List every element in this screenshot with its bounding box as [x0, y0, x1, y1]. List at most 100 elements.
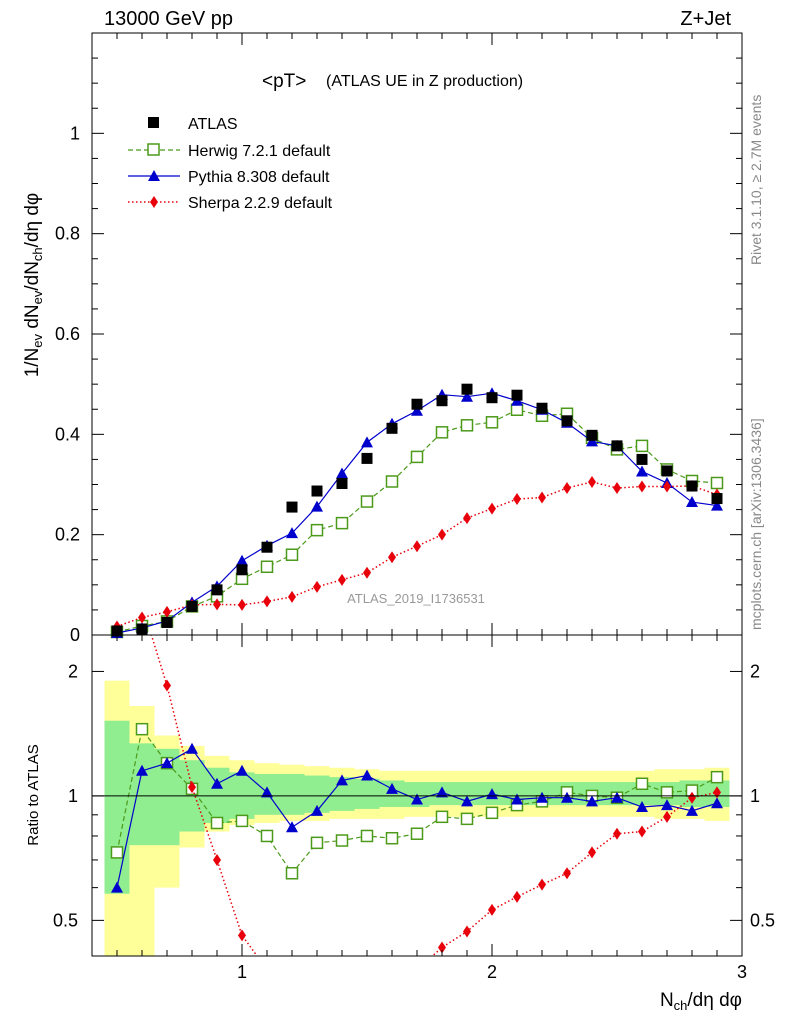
ratio-tick-label: 2	[68, 661, 78, 681]
ratio-point-sherpa	[688, 791, 696, 804]
ratio-tick-label: 1	[68, 786, 78, 806]
point-herwig	[385, 475, 399, 488]
ratio-point-pythia	[461, 795, 473, 807]
point-sherpa	[538, 491, 546, 504]
legend: ATLAS Herwig 7.2.1 default Pythia 8.308 …	[128, 116, 333, 212]
ratio-point-pythia	[361, 769, 373, 781]
ratio-point-herwig	[135, 722, 149, 736]
legend-marker-herwig	[147, 143, 160, 156]
point-sherpa	[563, 482, 571, 495]
ratio-tick-label-right: 0.5	[750, 910, 775, 930]
ratio-band-stat	[279, 773, 305, 815]
point-herwig	[285, 548, 299, 561]
point-herwig	[435, 426, 449, 439]
ratio-point-herwig	[260, 829, 274, 843]
point-atlas	[486, 392, 498, 404]
legend-marker-pythia	[148, 170, 160, 181]
point-sherpa	[338, 573, 346, 586]
point-atlas	[461, 383, 473, 395]
ratio-point-pythia	[561, 791, 573, 803]
ratio-point-sherpa	[488, 903, 496, 916]
ratio-point-pythia	[161, 757, 173, 769]
ratio-series-group	[110, 635, 724, 956]
point-pythia	[586, 435, 598, 447]
ratio-point-pythia	[411, 793, 423, 805]
ratio-tick-label: 0.5	[53, 910, 78, 930]
ratio-point-pythia	[286, 821, 298, 833]
ratio-point-herwig	[460, 812, 474, 826]
y-tick-label: 0.2	[55, 525, 80, 545]
point-atlas	[336, 477, 348, 489]
chart-title: <pT>	[262, 71, 306, 92]
ratio-point-pythia	[536, 791, 548, 803]
point-sherpa	[663, 480, 671, 493]
ratio-axis-label: Ratio to ATLAS	[25, 744, 42, 845]
ratio-point-herwig	[710, 770, 724, 784]
point-herwig	[460, 419, 474, 432]
point-herwig	[710, 476, 724, 490]
point-atlas	[186, 600, 198, 612]
ratio-point-sherpa	[213, 853, 221, 866]
ratio-point-sherpa	[538, 878, 546, 891]
analysis-watermark: ATLAS_2019_I1736531	[347, 591, 485, 606]
ratio-tick-label-right: 2	[750, 661, 760, 681]
ratio-point-herwig	[435, 810, 449, 824]
ratio-point-herwig	[210, 816, 224, 830]
ratio-band-stat	[354, 778, 380, 809]
point-pythia	[311, 500, 323, 512]
point-atlas	[311, 485, 323, 497]
y-tick-label: 1	[70, 123, 80, 143]
point-herwig	[635, 439, 649, 453]
point-pythia	[686, 496, 698, 508]
ratio-point-pythia	[711, 797, 723, 809]
legend-label-atlas: ATLAS	[188, 116, 238, 133]
point-sherpa	[313, 580, 321, 593]
point-herwig	[510, 403, 524, 417]
point-herwig	[410, 450, 424, 464]
point-sherpa	[238, 598, 246, 611]
ratio-point-pythia	[136, 764, 148, 776]
x-tick-label: 1	[237, 962, 247, 982]
point-sherpa	[588, 475, 596, 488]
point-sherpa	[638, 480, 646, 493]
ratio-point-sherpa	[513, 890, 521, 903]
point-pythia	[411, 404, 423, 416]
point-pythia	[336, 467, 348, 479]
mcplots-text: mcplots.cern.ch [arXiv:1306.3436]	[748, 418, 764, 630]
ratio-point-pythia	[686, 804, 698, 816]
point-atlas	[511, 389, 523, 401]
point-sherpa	[413, 540, 421, 553]
y-tick-label: 0.6	[55, 324, 80, 344]
ratio-band-stat	[204, 767, 230, 823]
ratio-point-herwig	[385, 831, 399, 845]
ratio-point-sherpa	[588, 846, 596, 859]
header-energy: 13000 GeV pp	[104, 8, 233, 30]
point-pythia	[286, 527, 298, 539]
chart-subtitle: (ATLAS UE in Z production)	[326, 73, 523, 90]
point-atlas	[661, 465, 673, 477]
ratio-point-pythia	[311, 804, 323, 816]
ratio-point-sherpa	[438, 941, 446, 954]
point-sherpa	[513, 493, 521, 506]
chart-title-group: <pT> (ATLAS UE in Z production)	[262, 71, 523, 92]
ratio-point-sherpa	[188, 781, 196, 794]
ratio-point-sherpa	[163, 679, 171, 692]
point-atlas	[411, 398, 423, 410]
point-atlas	[436, 395, 448, 407]
point-sherpa	[163, 605, 171, 618]
ratio-point-pythia	[586, 795, 598, 807]
header-process: Z+Jet	[680, 8, 731, 30]
y-tick-label: 0.8	[55, 224, 80, 244]
legend-label-sherpa: Sherpa 2.2.9 default	[188, 195, 333, 212]
y-axis-label: 1/Nev dNev/dNch/dη dφ	[22, 193, 45, 378]
point-pythia	[236, 554, 248, 566]
ratio-point-herwig	[110, 846, 124, 859]
ratio-point-herwig	[285, 867, 299, 880]
ratio-point-pythia	[111, 881, 123, 893]
ratio-point-pythia	[436, 786, 448, 798]
ratio-point-sherpa	[563, 867, 571, 880]
legend-marker-atlas	[148, 117, 159, 128]
point-atlas	[261, 541, 273, 553]
point-herwig	[485, 416, 499, 429]
